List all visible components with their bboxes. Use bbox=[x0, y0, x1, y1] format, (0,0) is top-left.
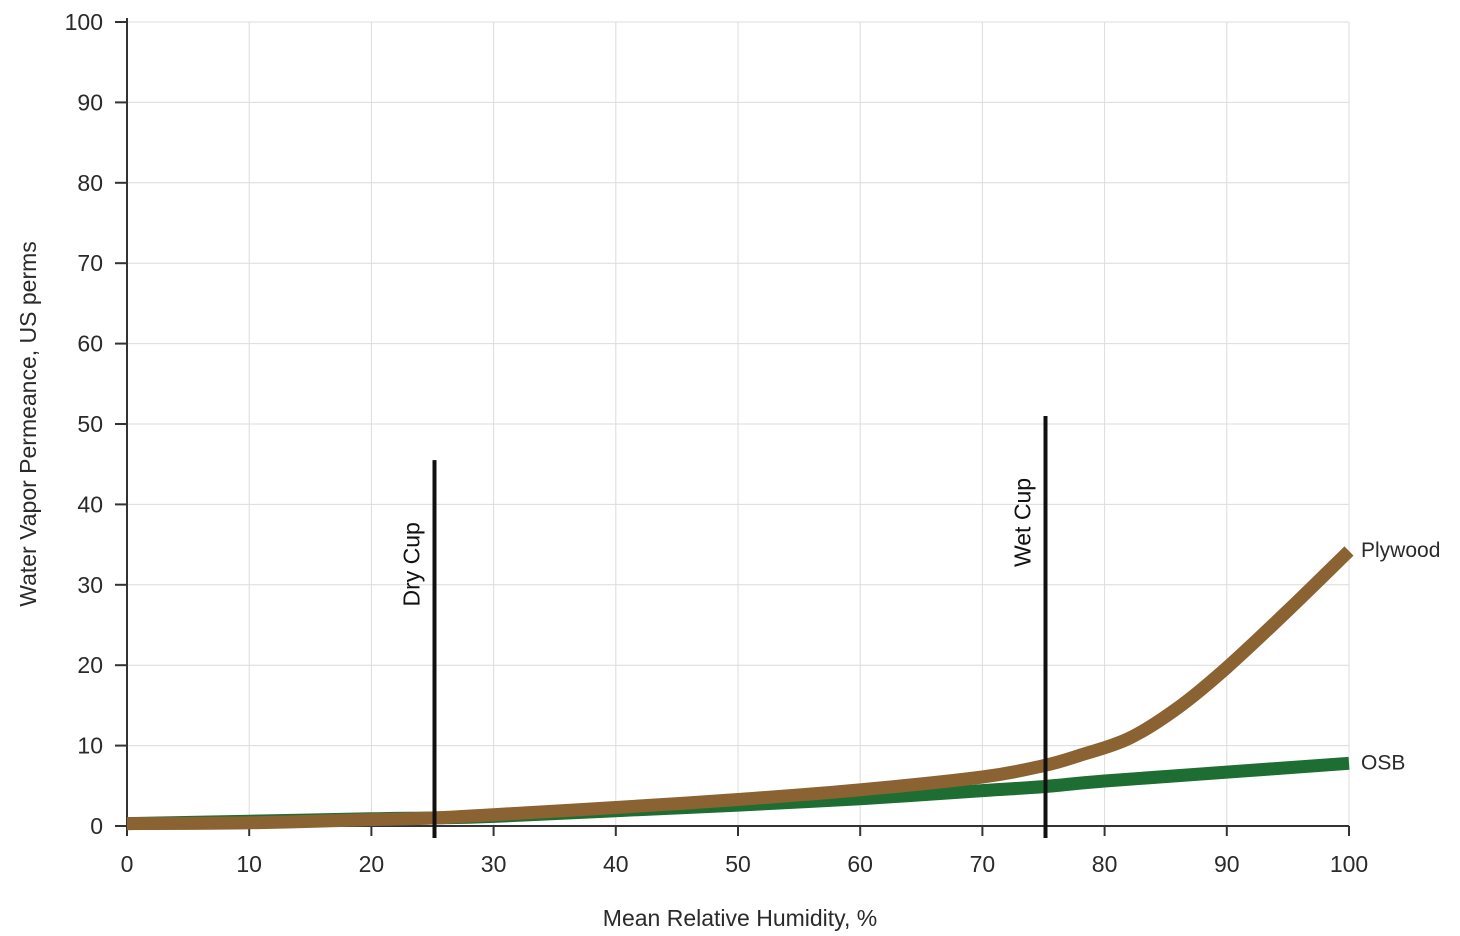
x-tick-label: 70 bbox=[970, 851, 996, 877]
x-tick-label: 100 bbox=[1330, 851, 1368, 877]
series-line-plywood bbox=[126, 546, 1354, 831]
x-tick-label: 60 bbox=[847, 851, 873, 877]
y-tick-label: 0 bbox=[90, 813, 103, 839]
x-tick-label: 40 bbox=[603, 851, 629, 877]
tick-labels: 0 10 20 30 40 50 60 70 80 90 100 0 10 20 30 40 50 60 70 80 9… bbox=[65, 9, 1369, 877]
y-tick-label: 50 bbox=[77, 411, 103, 437]
y-tick-label: 20 bbox=[77, 652, 103, 678]
series-label-plywood: Plywood bbox=[1361, 539, 1440, 562]
y-tick-label: 10 bbox=[77, 733, 103, 759]
grid bbox=[127, 21, 1350, 826]
y-tick-label: 70 bbox=[77, 250, 103, 276]
x-tick-label: 50 bbox=[725, 851, 751, 877]
x-tick-label: 0 bbox=[121, 851, 134, 877]
marker-label-dry-cup: Dry Cup bbox=[399, 522, 425, 606]
x-tick-label: 20 bbox=[359, 851, 385, 877]
series-label-osb: OSB bbox=[1361, 751, 1405, 774]
x-tick-label: 90 bbox=[1214, 851, 1240, 877]
y-tick-label: 40 bbox=[77, 491, 103, 517]
y-tick-label: 100 bbox=[65, 9, 103, 35]
y-tick-label: 30 bbox=[77, 572, 103, 598]
x-tick-label: 80 bbox=[1092, 851, 1118, 877]
x-axis-title: Mean Relative Humidity, % bbox=[603, 905, 877, 931]
y-tick-label: 90 bbox=[77, 89, 103, 115]
y-axis-title: Water Vapor Permeance, US perms bbox=[15, 241, 41, 607]
x-tick-label: 10 bbox=[236, 851, 262, 877]
x-tick-label: 30 bbox=[481, 851, 507, 877]
y-tick-label: 80 bbox=[77, 170, 103, 196]
series-lines bbox=[126, 546, 1354, 831]
cup-markers: Dry Cup Wet Cup bbox=[399, 415, 1048, 839]
y-tick-label: 60 bbox=[77, 331, 103, 357]
series-labels: OSB Plywood bbox=[1361, 539, 1440, 774]
marker-label-wet-cup: Wet Cup bbox=[1010, 478, 1036, 567]
